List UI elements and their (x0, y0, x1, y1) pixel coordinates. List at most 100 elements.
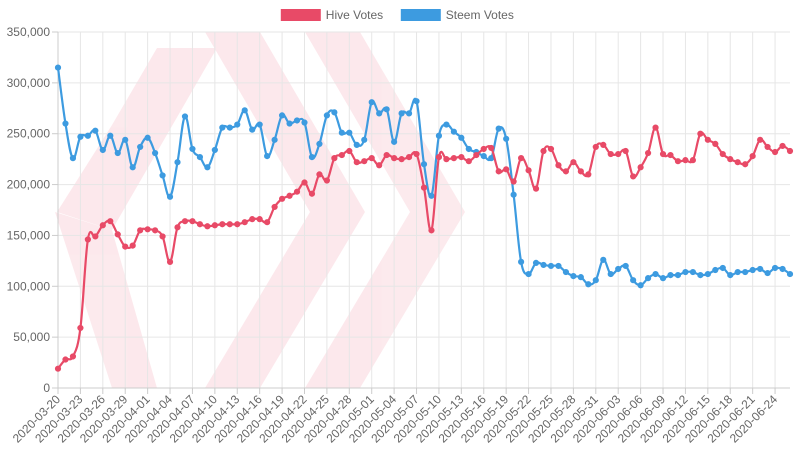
steem-votes-point (376, 110, 383, 117)
hive-votes-point (510, 178, 517, 185)
hive-votes-point (256, 216, 263, 223)
y-tick-label: 50,000 (13, 330, 50, 344)
steem-votes-point (293, 117, 301, 124)
steem-votes-point (420, 161, 428, 168)
hive-votes-point (405, 154, 413, 161)
hive-votes-point (443, 156, 450, 163)
steem-votes-point (547, 262, 555, 270)
steem-votes-point (181, 113, 189, 120)
y-tick-label: 350,000 (7, 25, 51, 39)
steem-votes-point (166, 193, 174, 200)
hive-votes-point (749, 152, 756, 160)
hive-votes-point (458, 154, 465, 161)
steem-votes-point (196, 154, 204, 161)
hive-votes-point (428, 227, 435, 234)
steem-votes-point (637, 282, 644, 289)
axes: 0 50,000 100,000 150,000 200,000 250,000 300,0… (7, 25, 790, 446)
hive-votes-point (338, 151, 345, 159)
hive-votes-point (413, 150, 420, 158)
hive-votes-point (316, 171, 323, 178)
hive-votes-point (525, 167, 532, 174)
hive-votes-point (518, 155, 525, 162)
steem-votes-point (532, 259, 540, 266)
steem-votes-point (189, 145, 196, 153)
steem-votes-point (346, 129, 353, 136)
hive-votes-point (540, 147, 547, 155)
hive-votes-point (712, 140, 719, 147)
steem-votes-point (764, 269, 771, 277)
hive-votes-point (107, 218, 114, 225)
steem-votes-point (450, 128, 457, 135)
steem-votes-point (122, 136, 129, 143)
steem-votes-point (241, 107, 248, 114)
hive-votes-point (652, 124, 659, 131)
hive-votes-point (503, 166, 510, 173)
hive-votes-point (144, 226, 151, 233)
hive-votes-point (189, 218, 196, 225)
hive-votes-point (734, 159, 741, 166)
hive-votes-point (278, 195, 286, 202)
hive-votes-point (473, 151, 480, 159)
hive-votes-point (286, 192, 293, 199)
hive-votes-point (92, 233, 99, 240)
hive-votes-point (771, 148, 779, 156)
hive-votes-point (323, 177, 330, 184)
hive-votes-point (570, 159, 577, 166)
series-lines (54, 64, 794, 372)
hive-votes-point (114, 231, 121, 238)
steem-votes-point (137, 143, 144, 151)
hive-votes-point (450, 155, 457, 162)
steem-votes-point (264, 152, 271, 160)
hive-votes-point (757, 136, 764, 143)
steem-votes-point (674, 271, 682, 279)
y-tick-label: 0 (43, 381, 50, 395)
steem-votes-point (443, 121, 450, 128)
steem-votes-point (174, 159, 181, 166)
steem-votes-point (249, 126, 256, 133)
hive-votes-point (585, 171, 592, 178)
steem-votes-point (592, 277, 599, 284)
hive-votes-point (196, 221, 204, 228)
hive-votes-point (764, 143, 771, 151)
steem-votes-point (428, 192, 435, 199)
steem-votes-point (383, 106, 390, 113)
steem-votes-point (742, 268, 749, 276)
hive-votes-point (361, 158, 368, 165)
hive-votes-point (659, 150, 667, 158)
hive-votes-point (331, 155, 338, 162)
steem-votes-point (585, 281, 592, 288)
hive-votes-point (532, 185, 540, 192)
hive-votes-point (211, 222, 218, 229)
steem-votes-point (510, 191, 517, 198)
steem-votes-point (331, 109, 338, 116)
hive-votes-point (226, 221, 233, 228)
hive-votes-point (376, 162, 383, 169)
hive-votes-point (555, 162, 562, 169)
steem-votes-point (712, 266, 719, 274)
steem-votes-point (219, 124, 226, 131)
hive-votes-point (152, 227, 159, 234)
steem-votes-point (458, 134, 465, 141)
steem-votes-point (689, 268, 696, 276)
steem-votes-point (600, 256, 607, 263)
hive-votes-point (786, 147, 794, 155)
legend-label-steem-votes: Steem Votes (446, 8, 514, 22)
hive-votes-point (159, 233, 166, 240)
hive-votes-point (674, 158, 682, 165)
hive-votes-point (562, 168, 570, 175)
steem-votes-point (353, 141, 360, 149)
steem-votes-point (652, 270, 659, 278)
hive-votes-point (465, 158, 472, 165)
hive-votes-point (293, 188, 301, 195)
steem-votes-point (630, 277, 637, 284)
steem-votes-point (622, 262, 629, 270)
steem-votes-point (129, 164, 136, 171)
steem-votes-point (435, 132, 443, 139)
legend-label-hive-votes: Hive Votes (326, 8, 383, 22)
hive-votes-point (69, 353, 77, 360)
steem-votes-point (727, 271, 734, 279)
steem-votes-point (84, 132, 91, 139)
steem-votes-point (286, 120, 293, 127)
hive-votes-point (249, 216, 256, 223)
